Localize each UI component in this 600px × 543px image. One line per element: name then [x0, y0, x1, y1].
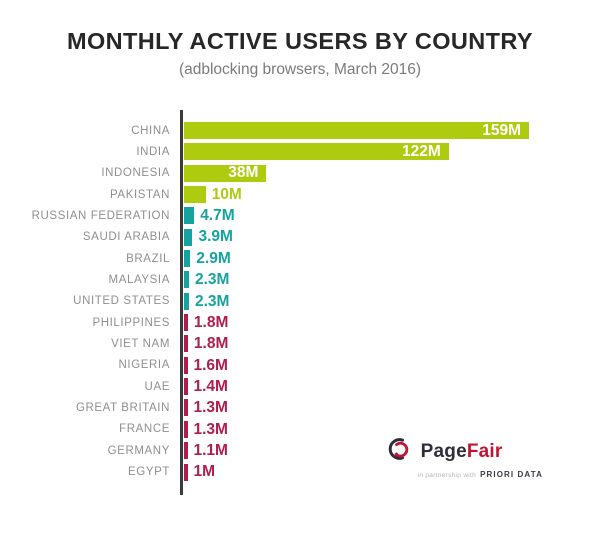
bar [184, 314, 188, 332]
partner-name: PRIORI DATA [480, 470, 543, 479]
value-label: 2.3M [194, 271, 230, 289]
bar-track: 122M [180, 143, 600, 161]
chart-title: MONTHLY ACTIVE USERS BY COUNTRY [67, 28, 533, 54]
chart-row: VIET NAM 1.8M [0, 335, 600, 353]
value-label: 10M [211, 185, 242, 203]
bar-track: 1.4M [180, 377, 600, 396]
country-label: GREAT BRITAIN [75, 401, 170, 414]
bar-track: 2.3M [180, 271, 600, 289]
value-label: 1.6M [193, 356, 228, 374]
bar [184, 271, 189, 289]
value-label: 38M [228, 164, 259, 182]
y-axis-line [180, 110, 183, 495]
chart-row: BRAZIL 2.9M [0, 249, 600, 268]
bar [184, 442, 188, 460]
country-label: RUSSIAN FEDERATION [31, 209, 170, 222]
chart-subtitle: (adblocking browsers, March 2016) [178, 61, 422, 78]
bar-track: 1.6M [180, 356, 600, 374]
country-label: FRANCE [119, 423, 170, 436]
value-label: 2.9M [196, 249, 231, 267]
chart-row: GERMANY 1.1M [0, 441, 600, 460]
bar-track: 4.7M [180, 207, 600, 225]
bar [184, 420, 188, 438]
bar: 38M [184, 164, 267, 182]
partnership-line: in partnership with PRIORI DATA [418, 470, 543, 479]
bar [184, 186, 206, 204]
bar-track: 1.1M [180, 441, 600, 460]
country-label: NIGERIA [118, 359, 170, 372]
country-label: PAKISTAN [110, 188, 170, 201]
bar-track: 1.8M [180, 335, 600, 353]
bar-track: 1.8M [180, 313, 600, 332]
value-label: 1.3M [193, 420, 228, 438]
value-label: 2.3M [194, 292, 230, 310]
value-label: 4.7M [200, 207, 235, 225]
country-label: CHINA [131, 124, 170, 137]
chart-row: RUSSIAN FEDERATION 4.7M [0, 207, 600, 225]
country-label: MALAYSIA [108, 273, 170, 286]
bar [184, 250, 191, 268]
pagefair-branding: PageFair in partnership with PRIORI DATA [382, 436, 543, 479]
bar [184, 228, 193, 246]
bar-track: 10M [180, 185, 600, 204]
chart-row: INDONESIA 38M [0, 164, 600, 182]
chart-row: UAE 1.4M [0, 377, 600, 396]
country-label: UNITED STATES [73, 295, 170, 308]
chart-row: NIGERIA 1.6M [0, 356, 600, 374]
value-label: 159M [482, 121, 522, 139]
bar-chart: CHINA 159M INDIA 122M INDONESIA 38M PAKISTAN 10… [0, 110, 600, 495]
value-label: 1.8M [193, 335, 229, 353]
chart-row: EGYPT 1M [0, 463, 600, 481]
value-label: 1.4M [193, 377, 228, 395]
bar [184, 356, 188, 374]
chart-row: INDIA 122M [0, 143, 600, 161]
country-label: BRAZIL [126, 252, 170, 265]
bar [184, 207, 195, 225]
value-label: 1.3M [193, 399, 228, 417]
chart-row: SAUDI ARABIA 3.9M [0, 228, 600, 246]
chart-row: UNITED STATES 2.3M [0, 292, 600, 310]
country-label: INDIA [136, 145, 170, 158]
bar-track: 38M [180, 164, 600, 182]
value-label: 1M [193, 463, 216, 481]
value-label: 1.8M [193, 313, 229, 331]
bar [184, 335, 188, 353]
value-label: 3.9M [198, 228, 233, 246]
pagefair-wordmark: PageFair [420, 440, 503, 462]
chart-row: CHINA 159M [0, 122, 600, 139]
country-label: EGYPT [128, 466, 170, 478]
bar [184, 378, 188, 396]
chart-row: MALAYSIA 2.3M [0, 271, 600, 289]
country-label: GERMANY [107, 444, 170, 457]
chart-row: GREAT BRITAIN 1.3M [0, 399, 600, 417]
bar [184, 399, 188, 417]
bar: 122M [184, 143, 449, 161]
chart-row: FRANCE 1.3M [0, 420, 600, 438]
bar-track: 159M [180, 122, 600, 139]
country-label: INDONESIA [101, 167, 170, 180]
pagefair-logo-icon [382, 436, 415, 467]
chart-row: PAKISTAN 10M [0, 185, 600, 204]
country-label: SAUDI ARABIA [82, 231, 170, 244]
value-label: 1.1M [193, 441, 228, 459]
partnership-prefix: in partnership with [417, 472, 477, 479]
bar-track: 3.9M [180, 228, 600, 246]
bar-track: 2.9M [180, 249, 600, 268]
country-label: PHILIPPINES [92, 316, 170, 329]
country-label: VIET NAM [111, 337, 170, 350]
bar [184, 292, 189, 310]
bar [184, 463, 188, 481]
bar-track: 1.3M [180, 399, 600, 417]
chart-row: PHILIPPINES 1.8M [0, 313, 600, 332]
bar-track: 2.3M [180, 292, 600, 310]
bar-track: 1M [180, 463, 600, 481]
bar: 159M [184, 121, 530, 139]
chart-rows: CHINA 159M INDIA 122M INDONESIA 38M PAKISTAN 10… [0, 122, 600, 481]
bar-track: 1.3M [180, 420, 600, 438]
value-label: 122M [401, 143, 441, 161]
country-label: UAE [144, 380, 170, 393]
